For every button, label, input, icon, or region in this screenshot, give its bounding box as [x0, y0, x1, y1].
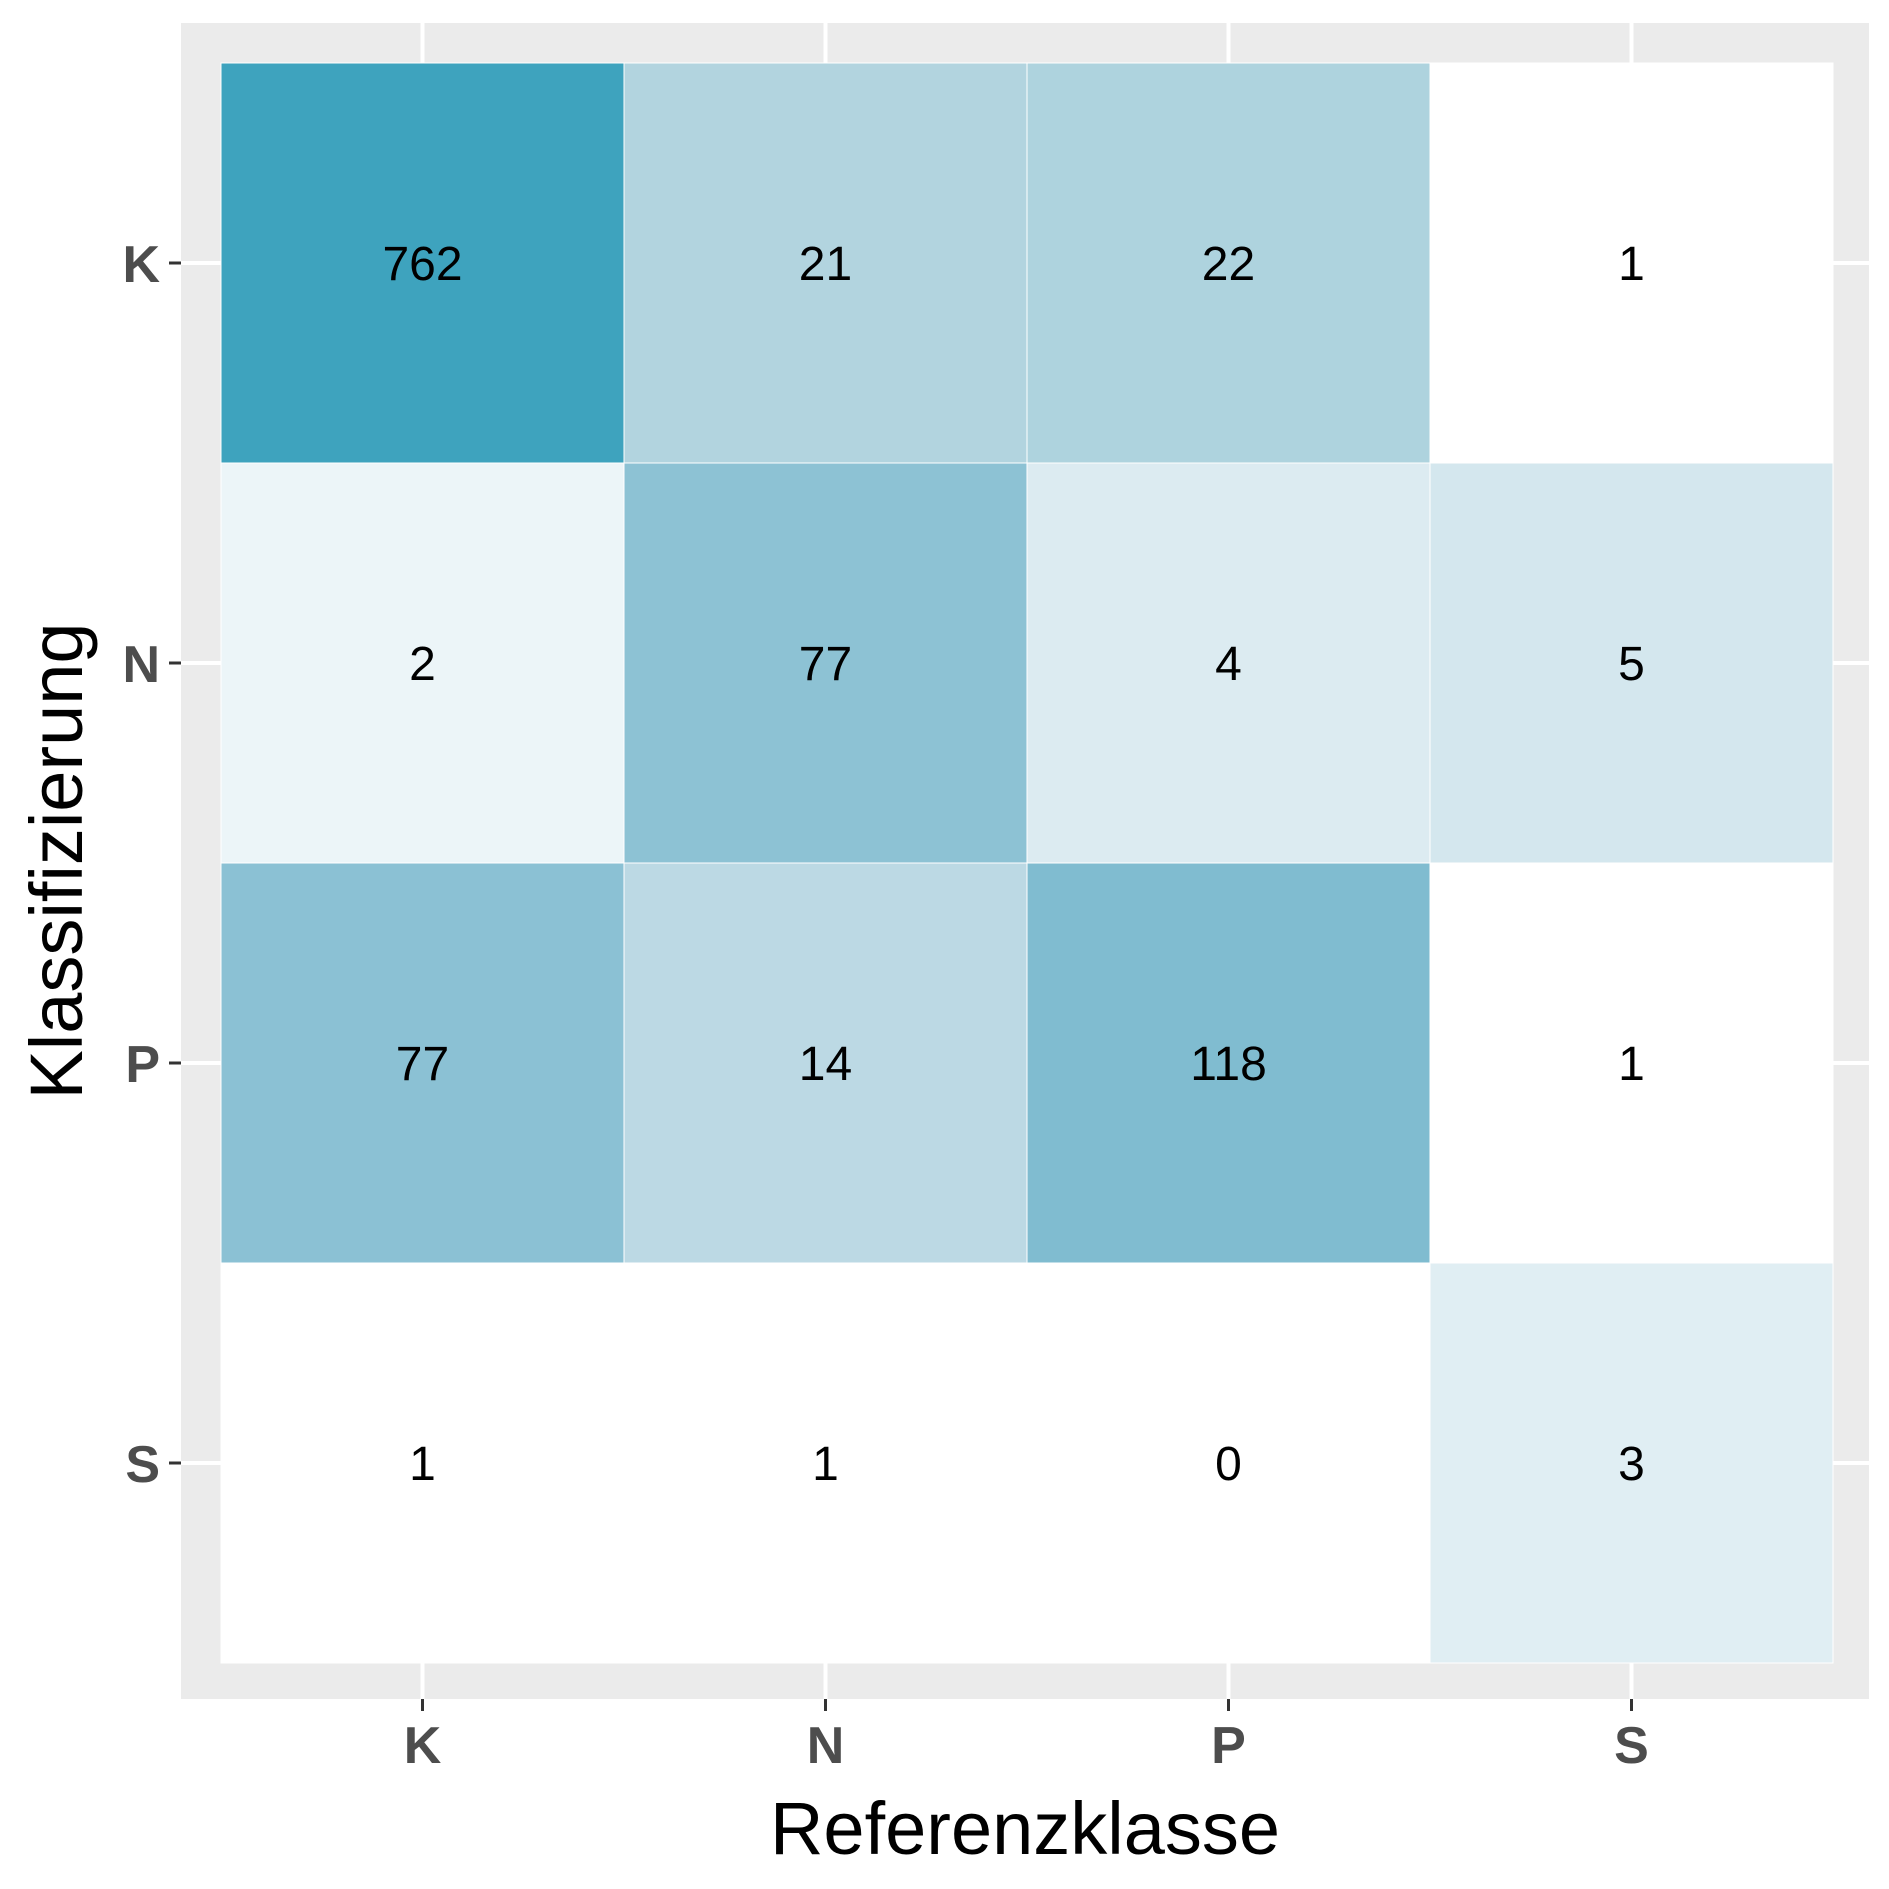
y-tick-label-N: N [122, 636, 160, 694]
heatmap-cell-K-N [623, 62, 1028, 464]
heatmap-cell-P-P [1026, 862, 1431, 1264]
y-tick-label-K: K [122, 236, 160, 294]
cell-value-labels: 762 21 22 1 2 77 4 5 77 14 118 1 1 1 0 3 [382, 238, 1644, 1491]
x-tick-label-S: S [1614, 1717, 1649, 1775]
cell-label-S-S: 3 [1618, 1438, 1645, 1491]
heatmap-cell-S-S [1429, 1262, 1834, 1664]
heatmap-cell-P-K [220, 862, 625, 1264]
cell-label-K-K: 762 [382, 238, 462, 291]
heatmap-cell-K-S [1429, 62, 1834, 464]
cell-label-P-S: 1 [1618, 1038, 1645, 1091]
cell-label-N-P: 4 [1215, 638, 1242, 691]
cell-label-N-N: 77 [799, 638, 852, 691]
heatmap-cell-N-K [220, 462, 625, 864]
x-tick-label-P: P [1211, 1717, 1246, 1775]
heatmap-cell-K-P [1026, 62, 1431, 464]
y-tick-label-P: P [125, 1036, 160, 1094]
cell-label-N-K: 2 [409, 638, 436, 691]
cell-label-S-P: 0 [1215, 1438, 1242, 1491]
cell-label-K-N: 21 [799, 238, 852, 291]
x-axis-title: Referenzklasse [770, 1787, 1280, 1870]
heatmap-cells [220, 62, 1834, 1664]
cell-label-S-K: 1 [409, 1438, 436, 1491]
heatmap-cell-K-K [220, 62, 625, 464]
cell-label-K-P: 22 [1202, 238, 1255, 291]
y-axis-ticks: K N P S [122, 236, 181, 1494]
cell-label-N-S: 5 [1618, 638, 1645, 691]
heatmap-cell-N-S [1429, 462, 1834, 864]
cell-label-P-P: 118 [1190, 1038, 1267, 1091]
heatmap-cell-N-N [623, 462, 1028, 864]
y-axis-title: Klassifizierung [15, 622, 98, 1099]
heatmap-cell-S-N [623, 1262, 1028, 1664]
heatmap-cell-S-K [220, 1262, 625, 1664]
heatmap-cell-P-N [623, 862, 1028, 1264]
cell-label-S-N: 1 [812, 1438, 839, 1491]
cell-label-P-N: 14 [799, 1038, 852, 1091]
x-tick-label-N: N [807, 1717, 845, 1775]
cell-label-P-K: 77 [396, 1038, 449, 1091]
y-tick-label-S: S [125, 1436, 160, 1494]
x-tick-label-K: K [404, 1717, 442, 1775]
heatmap-cell-P-S [1429, 862, 1834, 1264]
heatmap-cell-S-P [1026, 1262, 1431, 1664]
heatmap-cell-N-P [1026, 462, 1431, 864]
cell-label-K-S: 1 [1618, 238, 1645, 291]
